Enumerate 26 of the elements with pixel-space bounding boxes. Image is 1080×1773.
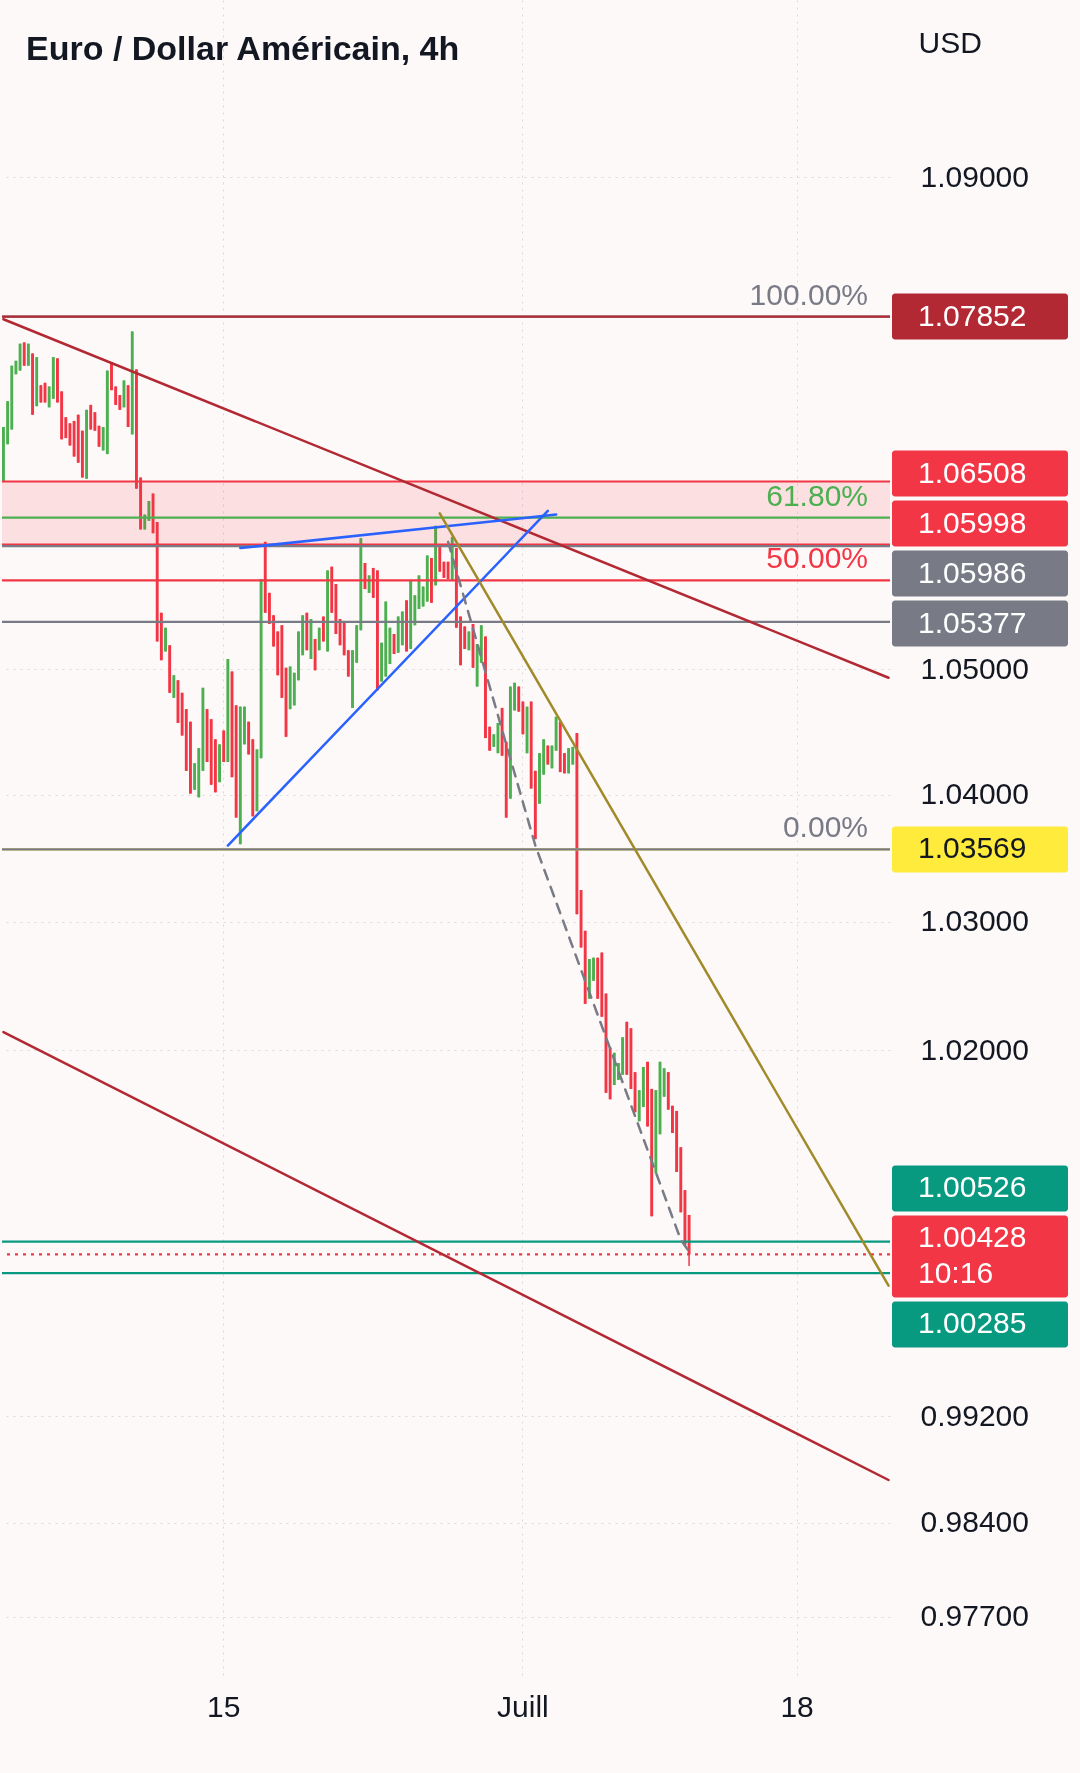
ref-line-label: 1.07852 xyxy=(918,298,1027,332)
ref-line-label: 1.03569 xyxy=(918,831,1027,865)
annotation: 100.00% xyxy=(749,277,868,311)
y-tick-label: 1.05000 xyxy=(920,651,1029,685)
annotation: 0.00% xyxy=(782,810,868,844)
y-tick-label: 0.98400 xyxy=(920,1505,1029,1539)
ref-line-label: 1.06508 xyxy=(918,455,1027,489)
y-tick-label: 1.09000 xyxy=(920,159,1029,193)
text: Euro / Dollar Américain, 4h xyxy=(26,29,460,67)
ref-line-label: 1.00526 xyxy=(918,1170,1027,1204)
ref-line-label: 1.05986 xyxy=(918,555,1027,589)
x-tick-label: 15 xyxy=(207,1689,241,1723)
y-tick-label: 1.02000 xyxy=(920,1032,1029,1066)
ref-line-label: 1.00428 10:16 xyxy=(918,1220,1027,1290)
y-tick-label: 1.03000 xyxy=(920,904,1029,938)
ref-line-label: 1.05377 xyxy=(918,605,1027,639)
y-tick-label: 0.97700 xyxy=(920,1599,1029,1633)
ref-line-label: 1.00285 xyxy=(918,1306,1027,1340)
annotation: 61.80% xyxy=(766,478,868,512)
y-tick-label: 0.99200 xyxy=(920,1398,1029,1432)
y-axis-title: USD xyxy=(918,25,982,59)
annotation: 50.00% xyxy=(766,541,868,575)
x-tick-label: Juill xyxy=(497,1689,549,1723)
x-tick-label: 18 xyxy=(780,1689,814,1723)
ref-line-label: 1.05998 xyxy=(918,505,1027,539)
y-tick-label: 1.04000 xyxy=(920,777,1029,811)
